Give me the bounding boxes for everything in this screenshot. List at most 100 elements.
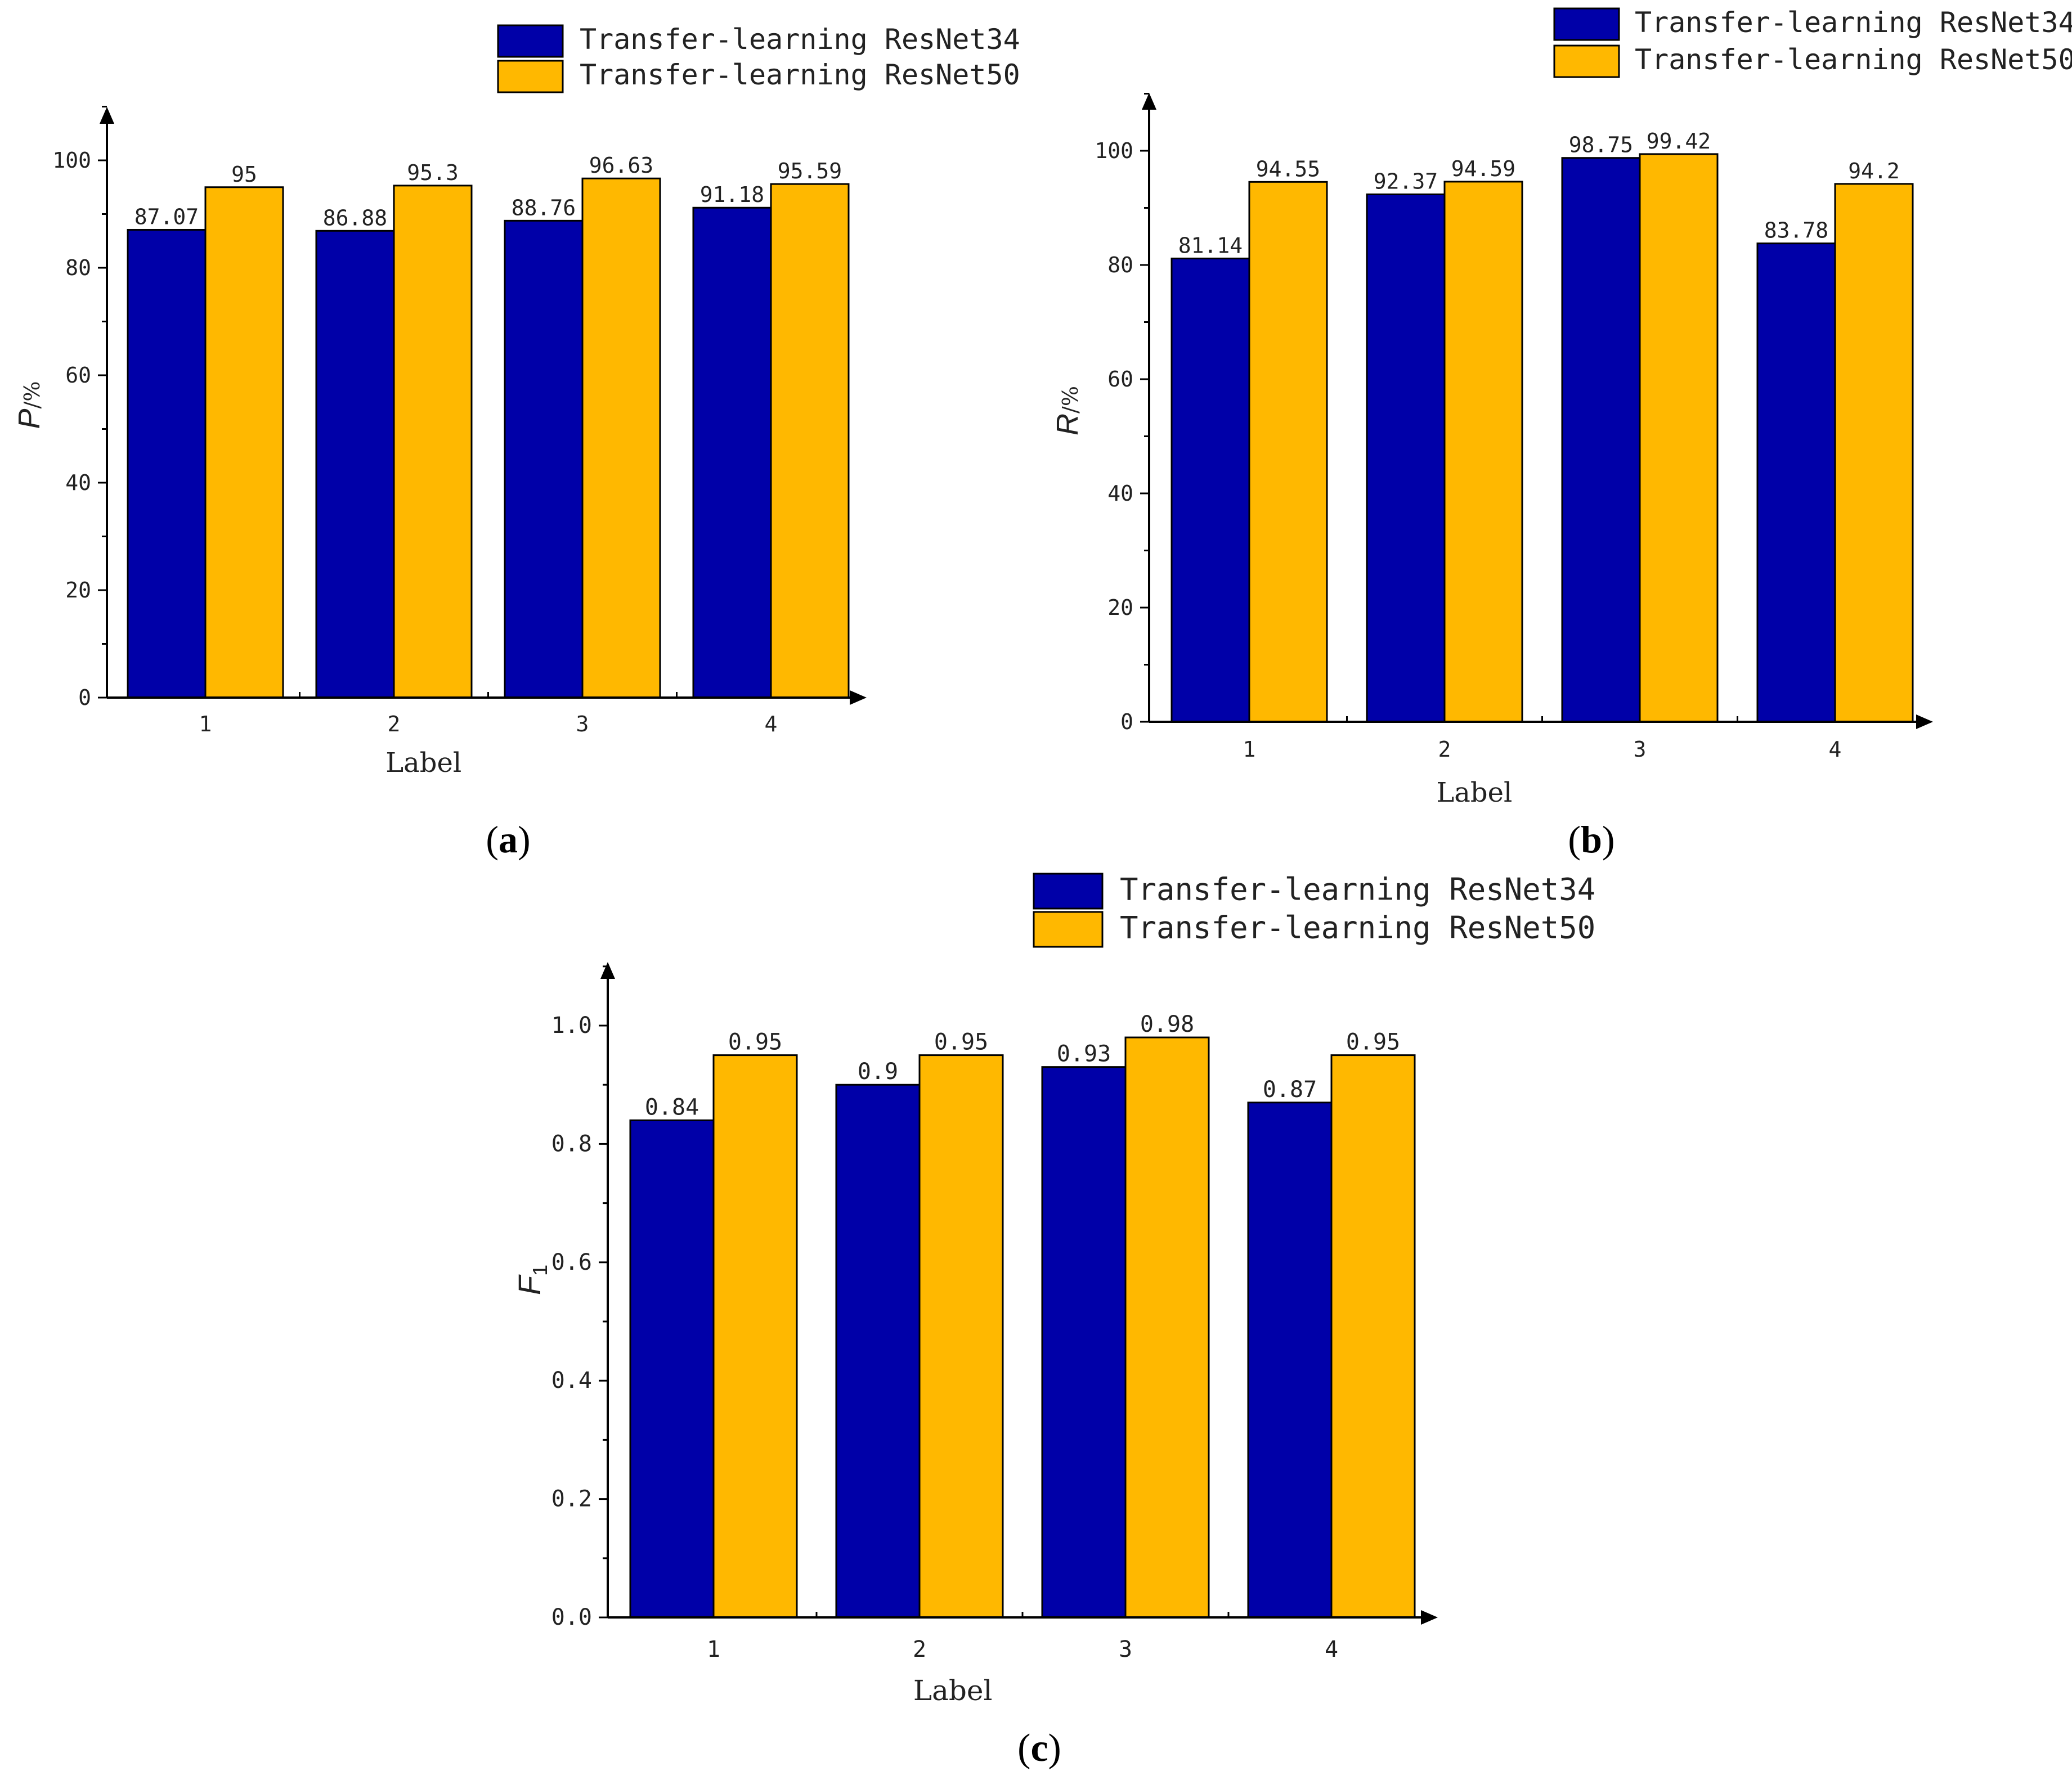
x-tick-label: 1 (199, 712, 212, 736)
y-tick-label: 80 (1107, 253, 1133, 277)
bar (504, 219, 584, 699)
y-axis-title: F1 (512, 1265, 551, 1295)
legend-label: Transfer-learning ResNet34 (1635, 6, 2072, 39)
bar (204, 186, 284, 699)
x-axis-arrow (1916, 714, 1933, 729)
y-tick-label: 60 (65, 363, 91, 388)
y-tick-label: 0.2 (551, 1486, 592, 1512)
legend-label: Transfer-learning ResNet50 (1635, 43, 2072, 76)
x-tick-label: 4 (1829, 737, 1842, 762)
bar (1756, 242, 1836, 723)
bar (1041, 1066, 1127, 1619)
x-tick-label: 4 (1325, 1637, 1338, 1662)
legend-label: Transfer-learning ResNet34 (1120, 872, 1595, 907)
legend-label: Transfer-learning ResNet50 (1120, 910, 1595, 946)
data-label: 0.95 (728, 1030, 782, 1055)
x-tick-label: 4 (765, 712, 778, 736)
data-label: 94.2 (1848, 159, 1900, 183)
bar (692, 206, 772, 699)
x-axis-title: Label (1436, 777, 1512, 808)
bar (1330, 1054, 1416, 1619)
y-axis-title-unit: /% (1058, 386, 1083, 413)
data-label: 95.3 (407, 160, 459, 185)
bar (393, 185, 473, 699)
x-axis-title: Label (385, 747, 461, 779)
panel-caption: (b) (1568, 818, 1614, 861)
bar (629, 1119, 715, 1619)
data-label: 83.78 (1764, 218, 1828, 243)
data-label: 87.07 (134, 204, 199, 229)
y-tick-label: 40 (65, 470, 91, 495)
data-label: 91.18 (700, 182, 764, 207)
bar (1366, 193, 1446, 723)
bar (1561, 157, 1641, 723)
bar (835, 1084, 921, 1619)
data-label: 95.59 (778, 159, 842, 183)
bar (1124, 1036, 1210, 1619)
y-tick-label: 0.4 (551, 1368, 592, 1394)
panel-caption-close: ) (1048, 1727, 1061, 1770)
data-label: 92.37 (1374, 169, 1438, 194)
y-tick-label: 0 (1120, 709, 1133, 734)
legend-swatch (1033, 911, 1104, 948)
x-tick-label: 3 (576, 712, 589, 736)
legend-label: Transfer-learning ResNet34 (580, 23, 1020, 56)
panel-caption-letter: a (499, 818, 518, 861)
bar (1639, 153, 1719, 723)
panel-caption: (a) (486, 818, 530, 861)
y-axis-arrow (600, 962, 615, 979)
bar (1248, 181, 1328, 723)
y-tick-label: 0.8 (551, 1131, 592, 1157)
x-tick-label: 2 (913, 1637, 926, 1662)
bar (581, 177, 661, 699)
y-tick-label: 60 (1107, 367, 1133, 392)
bar (1247, 1102, 1333, 1619)
x-axis-title: Label (913, 1674, 993, 1707)
bar (712, 1054, 798, 1619)
data-label: 0.87 (1263, 1077, 1317, 1103)
data-label: 94.59 (1451, 156, 1515, 181)
chart-panel-b: Transfer-learning ResNet34 Transfer-learn… (1051, 6, 2072, 861)
x-tick-label: 2 (388, 712, 401, 736)
y-axis-title-symbol: P (12, 408, 46, 429)
panel-caption: (c) (1017, 1727, 1061, 1770)
panel-caption-letter: c (1030, 1727, 1048, 1770)
chart-panel-c: Transfer-learning ResNet34Transfer-learn… (512, 872, 1595, 1770)
x-tick-label: 1 (707, 1637, 720, 1662)
data-label: 99.42 (1647, 129, 1711, 154)
y-axis-title-unit: /% (20, 381, 44, 409)
y-tick-label: 100 (52, 148, 91, 173)
data-label: 81.14 (1178, 233, 1243, 258)
data-label: 88.76 (512, 195, 576, 220)
chart-panel-a: Transfer-learning ResNet34Transfer-learn… (12, 23, 1020, 861)
y-axis-title-symbol: F (512, 1274, 547, 1295)
data-label: 96.63 (589, 153, 653, 178)
x-tick-label: 1 (1243, 737, 1256, 762)
data-label: 0.93 (1057, 1041, 1111, 1067)
data-label: 0.98 (1140, 1012, 1194, 1037)
y-tick-label: 20 (1107, 595, 1133, 620)
panel-caption-letter: b (1581, 818, 1602, 861)
bar (127, 228, 207, 699)
y-tick-label: 40 (1107, 481, 1133, 506)
y-tick-label: 0 (78, 685, 91, 710)
data-label: 0.95 (1346, 1030, 1400, 1055)
y-axis-title: P/% (12, 381, 46, 429)
x-axis-arrow (850, 690, 867, 705)
y-tick-label: 1.0 (551, 1013, 592, 1039)
y-tick-label: 80 (65, 255, 91, 280)
legend-swatch (1553, 44, 1620, 78)
panel-caption-close: ) (1602, 818, 1615, 861)
bar (1170, 257, 1250, 723)
data-label: 98.75 (1569, 133, 1633, 158)
y-tick-label: 20 (65, 578, 91, 603)
y-tick-label: 100 (1095, 138, 1133, 163)
y-axis-arrow (1142, 93, 1156, 110)
data-label: 86.88 (323, 205, 387, 230)
legend-label: Transfer-learning ResNet50 (580, 59, 1020, 91)
panel-caption-close: ) (518, 818, 531, 861)
legend-swatch (1033, 873, 1104, 910)
panel-caption-open: ( (1017, 1727, 1030, 1770)
bar (770, 183, 850, 699)
